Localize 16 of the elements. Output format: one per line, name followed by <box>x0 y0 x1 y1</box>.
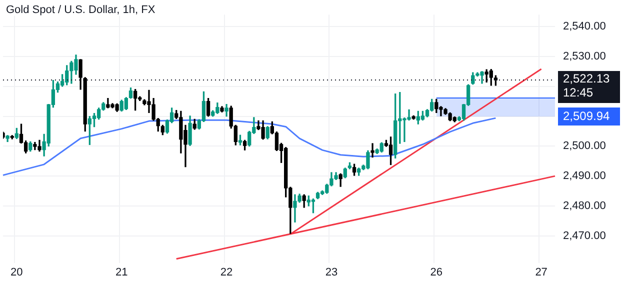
ref-line-label: 2,522.13 <box>563 71 610 86</box>
text: 12:45 <box>563 85 594 100</box>
y-tick-label: 2,540.00 <box>563 20 606 33</box>
x-tick-label: 21 <box>115 266 128 278</box>
y-tick-label: 2,500.00 <box>563 140 606 152</box>
x-tick-label: 22 <box>220 266 233 278</box>
y-tick-label: 2,480.00 <box>563 200 606 212</box>
y-tick-label: 2,470.00 <box>563 230 606 242</box>
text: 2,509.94 <box>563 108 610 123</box>
x-tick-label: 23 <box>325 266 338 278</box>
x-tick-label: 26 <box>430 266 443 278</box>
x-tick-label: 27 <box>535 266 548 278</box>
y-tick-label: 2,530.00 <box>563 50 606 62</box>
x-tick-label: 20 <box>10 266 23 278</box>
y-tick-label: 2,490.00 <box>563 170 606 182</box>
chart-title: Gold Spot / U.S. Dollar, 1h, FX <box>6 4 156 16</box>
